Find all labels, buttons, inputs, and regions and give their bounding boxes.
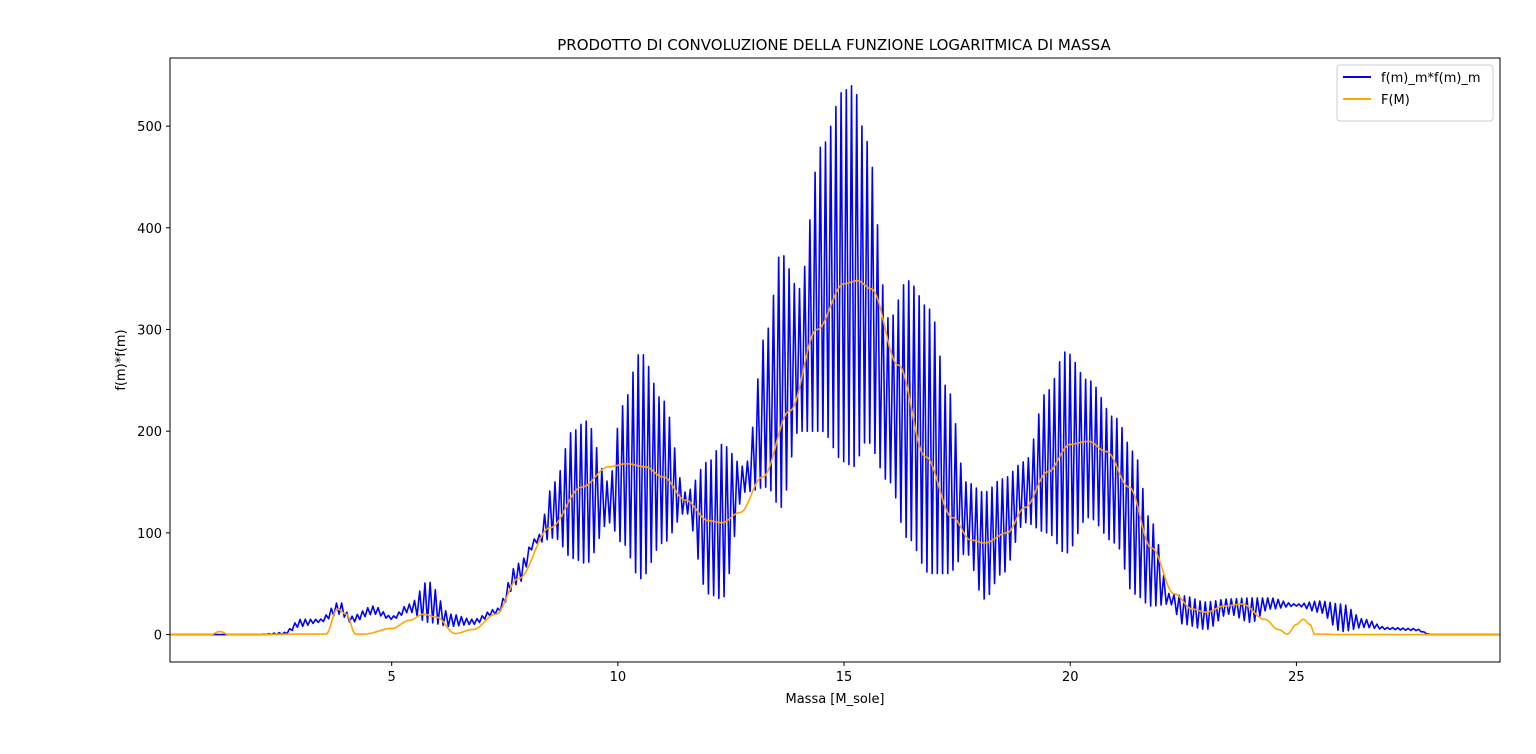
chart-title: PRODOTTO DI CONVOLUZIONE DELLA FUNZIONE …	[557, 36, 1111, 54]
y-tick-label: 200	[137, 425, 162, 440]
x-tick-label: 10	[610, 670, 627, 685]
x-tick-label: 25	[1288, 670, 1305, 685]
y-axis-ticks: 0 100 200 300 400 500	[137, 120, 170, 644]
y-axis-label: f(m)*f(m)	[114, 329, 129, 390]
legend: f(m)_m*f(m)_m F(M)	[1336, 64, 1494, 122]
plot-area	[170, 85, 1500, 636]
y-tick-label: 300	[137, 323, 162, 338]
legend-box	[1336, 64, 1494, 122]
y-tick-label: 100	[137, 527, 162, 542]
x-axis-ticks: 5 10 15 20 25	[388, 662, 1305, 685]
x-axis-label: Massa [M_sole]	[785, 692, 884, 707]
y-tick-label: 400	[137, 222, 162, 237]
x-tick-label: 5	[388, 670, 396, 685]
series-line-0	[170, 85, 1500, 636]
series-line-1	[170, 279, 1500, 636]
x-tick-label: 15	[836, 670, 853, 685]
y-tick-label: 0	[154, 629, 162, 644]
axes-frame	[169, 57, 1501, 663]
legend-label: F(M)	[1381, 93, 1410, 108]
x-tick-label: 20	[1062, 670, 1079, 685]
legend-label: f(m)_m*f(m)_m	[1381, 71, 1481, 86]
y-tick-label: 500	[137, 120, 162, 135]
